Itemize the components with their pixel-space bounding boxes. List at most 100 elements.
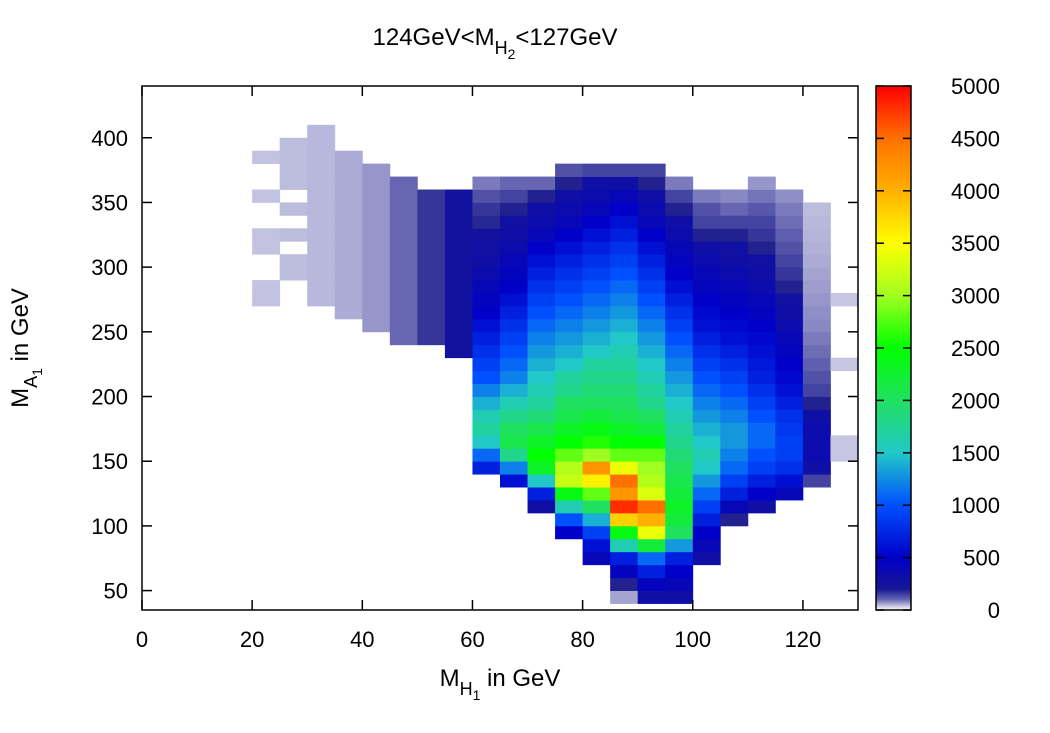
heatmap-cell [500,357,528,372]
chart-title: 124GeV<MH2<127GeV [373,24,618,62]
heatmap-cell [555,331,584,346]
heatmap-cell [307,202,336,216]
colorbar-tick-label: 1000 [951,493,1000,518]
heatmap-cell [747,228,776,242]
heatmap-cell [582,487,611,501]
heatmap-cell [610,551,639,566]
heatmap-cell [500,280,528,294]
heatmap-cell [692,461,721,475]
heatmap-cell [472,189,501,203]
heatmap-cell [610,525,639,540]
heatmap-cell [610,318,639,333]
heatmap-cell [500,448,528,462]
heatmap-cell [802,383,831,397]
heatmap-cell [637,409,666,423]
heatmap-cell [775,396,804,410]
y-tick-label: 150 [91,449,128,474]
heatmap-cell [527,474,556,488]
heatmap-cell [555,267,584,281]
colorbar-tick-label: 4000 [951,179,1000,204]
heatmap-cell [362,189,391,203]
heatmap-cell [747,422,776,436]
heatmap-cell [692,241,721,255]
heatmap-cell [500,215,528,229]
heatmap-cell [527,189,556,203]
heatmap-cell [747,396,776,410]
heatmap-cell [582,500,611,514]
heatmap-cell [610,396,639,410]
heatmap-cell [555,189,584,203]
heatmap-cell [500,189,528,203]
colorbar-tick-label: 3000 [951,284,1000,309]
heatmap-cell [334,241,363,255]
heatmap-cell [362,176,391,190]
heatmap-cell [500,344,528,359]
heatmap-cell [610,370,639,384]
heatmap-cell [802,474,831,488]
heatmap-cell [720,331,749,346]
heatmap-cell [747,176,776,190]
heatmap-cell [334,163,363,177]
heatmap-cell [389,215,418,229]
heatmap-cell [802,422,831,436]
heatmap-cell [279,176,308,190]
heatmap-cell [500,331,528,346]
heatmap-cell [720,254,749,268]
heatmap-cell [334,228,363,242]
colorbar-tick-label: 1500 [951,441,1000,466]
heatmap-cell [527,267,556,281]
heatmap-cell [610,448,639,462]
heatmap-cell [555,370,584,384]
heatmap-cell [665,267,694,281]
heatmap-cell [747,474,776,488]
heatmap-cell [279,202,308,216]
heatmap-cell [472,461,501,475]
heatmap-cell [527,344,556,359]
heatmap-cell [802,280,831,294]
heatmap-cell [775,474,804,488]
heatmap-cell [362,305,391,320]
heatmap-cell [775,202,804,216]
heatmap-cell [389,305,418,320]
heatmap-cell [665,564,694,579]
heatmap-cell [555,512,584,527]
heatmap-cell [610,487,639,501]
y-tick-label: 50 [104,579,128,604]
heatmap-cell [830,357,859,372]
heatmap-cell [389,176,418,190]
heatmap-cell [582,474,611,488]
heatmap-cell [417,305,446,320]
heatmap-cell [802,344,831,359]
heatmap-cell [747,344,776,359]
heatmap-cell [472,396,501,410]
heatmap-cell [692,396,721,410]
heatmap-cell [720,344,749,359]
heatmap-cell [637,474,666,488]
heatmap-cell [472,215,501,229]
heatmap-cell [279,228,308,242]
heatmap-cell [637,280,666,294]
heatmap-cell [527,305,556,320]
heatmap-cell [417,293,446,307]
heatmap-cell [555,202,584,216]
heatmap-cell [637,564,666,579]
heatmap-cell [334,202,363,216]
heatmap-cell [665,538,694,553]
heatmap-cell [610,409,639,423]
heatmap-cell [610,176,639,190]
heatmap-cell [692,551,721,566]
heatmap-cell [555,176,584,190]
heatmap-cell [527,202,556,216]
heatmap-cell [362,228,391,242]
heatmap-cell [637,487,666,501]
heatmap-cell [362,254,391,268]
heatmap-cell [527,383,556,397]
heatmap-cell [362,280,391,294]
heatmap-cell [279,163,308,177]
heatmap-cell [775,305,804,320]
heatmap-cell [582,293,611,307]
colorbar-axis: 0 500 1000 1500 2000 2500 3000 3500 4000 4500 5000 [876,74,1000,623]
heatmap-cell [610,305,639,320]
y-tick-label: 250 [91,320,128,345]
heatmap-cell [500,396,528,410]
